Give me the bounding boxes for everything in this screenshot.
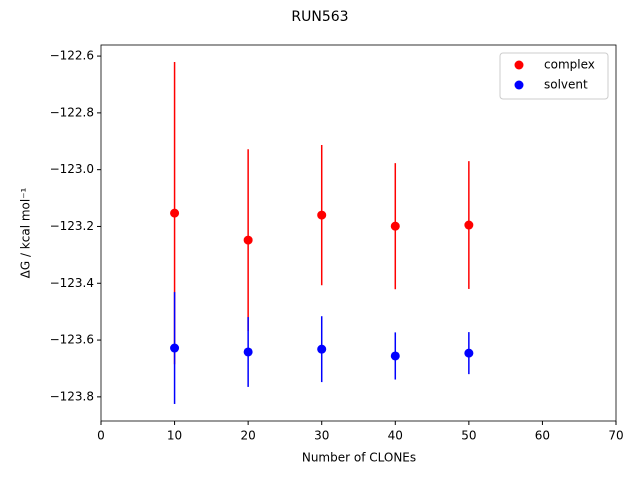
x-tick-label: 50 bbox=[461, 429, 476, 443]
x-tick-label: 60 bbox=[535, 429, 550, 443]
x-axis-label: Number of CLONEs bbox=[302, 451, 416, 465]
chart-title: RUN563 bbox=[291, 9, 348, 25]
point bbox=[170, 208, 180, 218]
x-tick-label: 70 bbox=[608, 429, 623, 443]
y-tick-label: −122.6 bbox=[50, 49, 94, 63]
x-tick-label: 20 bbox=[241, 429, 256, 443]
legend-box bbox=[499, 52, 609, 100]
y-tick-label: −123.6 bbox=[50, 333, 94, 347]
legend-label: solvent bbox=[544, 78, 588, 92]
x-tick-label: 10 bbox=[167, 429, 182, 443]
point bbox=[464, 348, 474, 358]
point bbox=[390, 351, 400, 361]
legend-marker bbox=[514, 80, 524, 90]
x-tick-label: 40 bbox=[388, 429, 403, 443]
point bbox=[243, 347, 253, 357]
point bbox=[243, 235, 253, 245]
plot-frame bbox=[100, 44, 617, 422]
point bbox=[170, 343, 180, 353]
y-tick-label: −123.0 bbox=[50, 162, 94, 176]
y-tick-label: −123.4 bbox=[50, 276, 94, 290]
point bbox=[317, 210, 327, 220]
point bbox=[317, 344, 327, 354]
point bbox=[464, 220, 474, 230]
x-tick-label: 30 bbox=[314, 429, 329, 443]
legend-marker bbox=[514, 60, 524, 70]
x-tick-label: 0 bbox=[97, 429, 105, 443]
y-tick-label: −122.8 bbox=[50, 105, 94, 119]
point bbox=[390, 221, 400, 231]
y-tick-label: −123.2 bbox=[50, 219, 94, 233]
legend-label: complex bbox=[544, 58, 595, 72]
y-axis-label: ΔG / kcal mol⁻¹ bbox=[19, 187, 33, 278]
y-tick-label: −123.8 bbox=[50, 389, 94, 403]
